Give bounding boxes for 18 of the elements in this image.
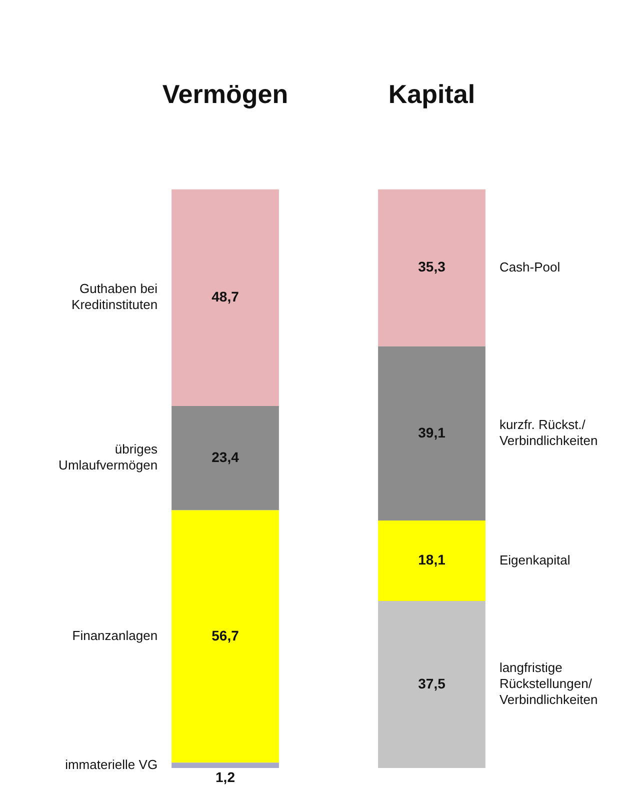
data-label: 18,1 (418, 552, 446, 568)
series-label: übriges Umlaufvermögen (58, 442, 158, 473)
series-label: kurzfr. Rückst./ Verbindlichkeiten (499, 416, 598, 448)
x-tick-label: Vermögen (162, 78, 288, 109)
data-label: 39,1 (418, 424, 446, 440)
data-label: 56,7 (212, 627, 240, 644)
series-label: Eigenkapital (499, 552, 570, 568)
series-label: Finanzanlagen (72, 628, 158, 644)
data-label: 37,5 (418, 675, 446, 692)
series-label: Cash-Pool (499, 259, 560, 274)
data-label: 48,7 (212, 288, 240, 304)
data-label: 1,2 (216, 768, 236, 785)
data-label: 23,4 (212, 448, 240, 465)
data-label: 35,3 (418, 258, 446, 275)
series-label: Guthaben bei Kreditinstituten (72, 281, 158, 312)
series-label: langfristige Rückstellungen/ Verbindlichkeiten (499, 660, 598, 708)
series-label: immaterielle VG (65, 756, 158, 772)
x-tick-label: Kapital (388, 78, 476, 109)
